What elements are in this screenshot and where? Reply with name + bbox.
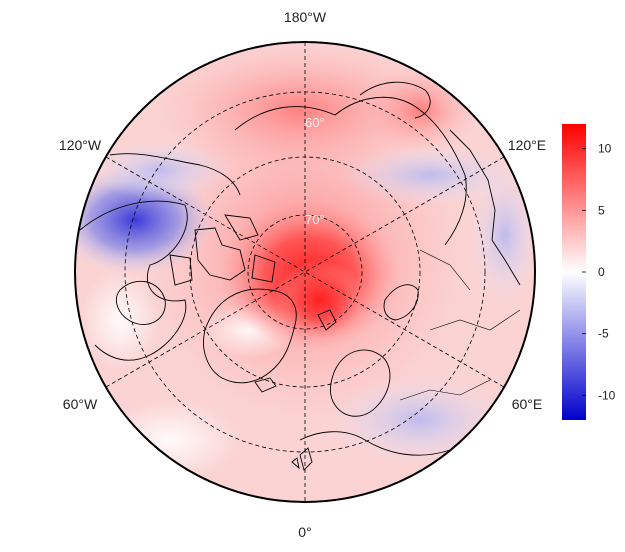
yukon-cool xyxy=(90,140,230,200)
lon-label-60e: 60°E xyxy=(512,396,543,412)
colorbar-ticks: 10 5 0 -5 -10 xyxy=(582,142,616,402)
lat-label-60: 60° xyxy=(305,115,325,130)
east-asia-borders xyxy=(449,129,521,286)
lat-circle-80 xyxy=(247,214,363,330)
colorbar-tick-label: 5 xyxy=(598,203,605,217)
russia-borders xyxy=(399,249,521,401)
lat-label-70: 70° xyxy=(305,212,325,227)
lon-label-180w: 180°W xyxy=(284,9,327,25)
lon-label-0: 0° xyxy=(298,524,311,540)
iceland-outline xyxy=(254,377,277,393)
lon-label-120w: 120°W xyxy=(59,137,102,153)
canada-neutral xyxy=(80,270,160,370)
kamchatka-outline xyxy=(359,81,431,119)
atlantic-neutral xyxy=(100,400,240,480)
scandinavia-outline xyxy=(330,349,391,417)
siberia-coast xyxy=(234,96,467,246)
lon-label-60w: 60°W xyxy=(63,396,98,412)
colorbar-tick-label: -5 xyxy=(598,327,609,341)
siberia-warm xyxy=(150,42,450,180)
map-boundary xyxy=(74,41,536,503)
svalbard-outline xyxy=(317,309,337,331)
east-siberia-cool xyxy=(340,145,520,205)
arctic-warm-max xyxy=(275,260,365,340)
north-america-coast xyxy=(79,200,188,361)
lon-label-120e: 120°E xyxy=(508,137,546,153)
alaska-coast xyxy=(109,153,241,196)
europe-cool xyxy=(330,375,510,465)
graticule xyxy=(105,42,505,502)
greenland-outline xyxy=(203,288,297,384)
colorbar-tick-label: 0 xyxy=(598,265,605,279)
coastlines xyxy=(79,81,521,471)
east-asia-cool xyxy=(470,165,535,305)
canadian-archipelago-outline xyxy=(169,214,276,286)
hudson-bay-outline xyxy=(116,280,166,325)
novaya-zemlya-outline xyxy=(383,284,419,321)
colorbar-tick-label: -10 xyxy=(598,388,616,402)
colorbar-tick-label: 10 xyxy=(598,142,612,156)
colorbar: 10 5 0 -5 -10 xyxy=(562,124,616,420)
